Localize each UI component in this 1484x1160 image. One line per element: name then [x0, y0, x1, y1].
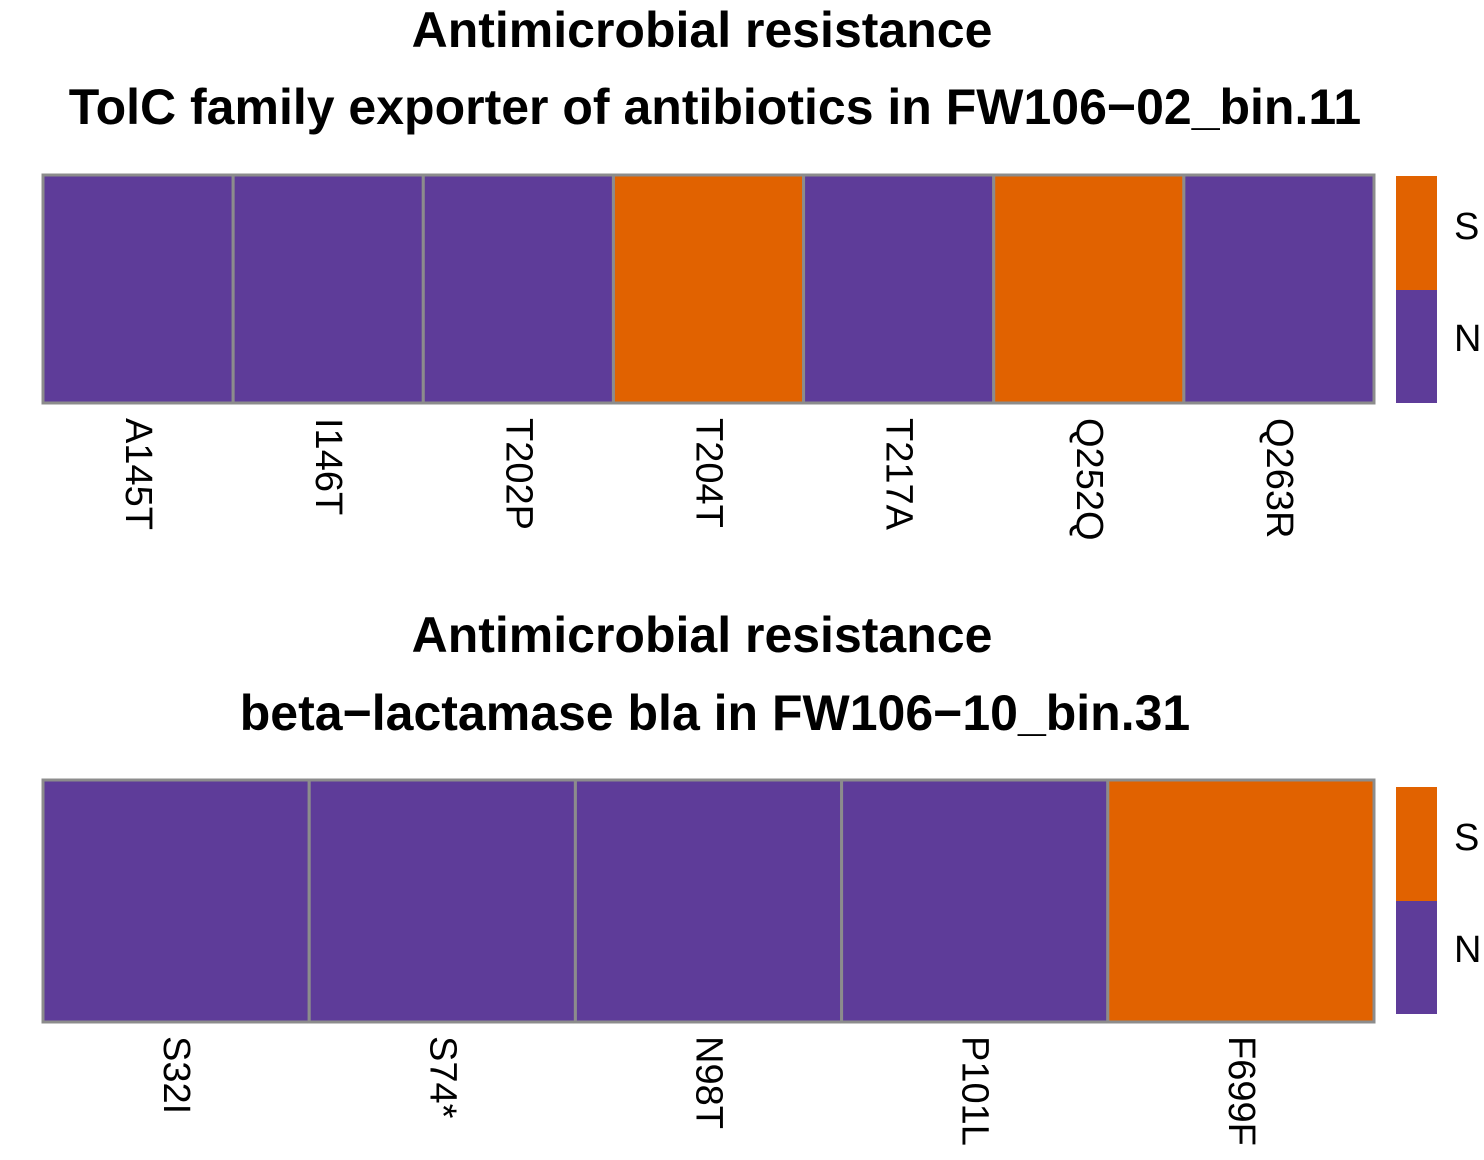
- panel-2-subtitle: beta−lactamase bla in FW106−10_bin.31: [240, 685, 1190, 741]
- panel-2-title: Antimicrobial resistance: [412, 607, 993, 663]
- tick-label: T204T: [688, 418, 730, 528]
- heatmap-cell-a145t: [41, 173, 235, 405]
- tick-label: A145T: [117, 418, 159, 530]
- legend-swatch-n: [1396, 901, 1437, 1014]
- panel-1: Antimicrobial resistance TolC family exp…: [41, 2, 1481, 541]
- heatmap-cell-t202p: [421, 173, 615, 405]
- legend-label-n: N: [1454, 929, 1481, 971]
- panel-1-legend: S N: [1396, 176, 1481, 403]
- heatmap-cell-s32i: [41, 778, 311, 1024]
- heatmap-cell-i146t: [231, 173, 425, 405]
- tick-label: Q263R: [1258, 418, 1300, 538]
- tick-label: F699F: [1220, 1036, 1262, 1146]
- heatmap-cell-s74: [307, 778, 577, 1024]
- legend-label-s: S: [1454, 206, 1479, 248]
- panel-1-title: Antimicrobial resistance: [412, 2, 993, 58]
- legend-swatch-s: [1396, 176, 1437, 290]
- tick-label: Q252Q: [1068, 418, 1110, 541]
- panel-2-cells: [41, 778, 1376, 1024]
- legend-swatch-n: [1396, 290, 1437, 403]
- heatmap-cell-q252q: [992, 173, 1186, 405]
- legend-swatch-s: [1396, 787, 1437, 901]
- panel-1-subtitle: TolC family exporter of antibiotics in F…: [69, 79, 1361, 135]
- panel-1-cells: [41, 173, 1376, 405]
- heatmap-cell-t204t: [611, 173, 806, 405]
- tick-label: T202P: [497, 418, 539, 530]
- tick-label: S74*: [421, 1036, 463, 1119]
- panel-2-legend: S N: [1396, 787, 1481, 1014]
- legend-label-n: N: [1454, 318, 1481, 360]
- tick-label: T217A: [878, 418, 920, 531]
- panel-2-tick-labels: S32I S74* N98T P101L F699F: [155, 1036, 1262, 1146]
- tick-label: I146T: [307, 418, 349, 515]
- tick-label: S32I: [155, 1036, 197, 1114]
- heatmap-cell-n98t: [573, 778, 844, 1024]
- tick-label: N98T: [688, 1036, 730, 1129]
- legend-label-s: S: [1454, 817, 1479, 859]
- heatmap-cell-t217a: [802, 173, 996, 405]
- heatmap-cell-q263r: [1182, 173, 1376, 405]
- heatmap-cell-p101l: [840, 778, 1110, 1024]
- panel-2: Antimicrobial resistance beta−lactamase …: [41, 607, 1481, 1146]
- tick-label: P101L: [954, 1036, 996, 1146]
- heatmap-cell-f699f: [1106, 778, 1376, 1024]
- panel-1-tick-labels: A145T I146T T202P T204T T217A Q252Q Q263R: [117, 418, 1300, 541]
